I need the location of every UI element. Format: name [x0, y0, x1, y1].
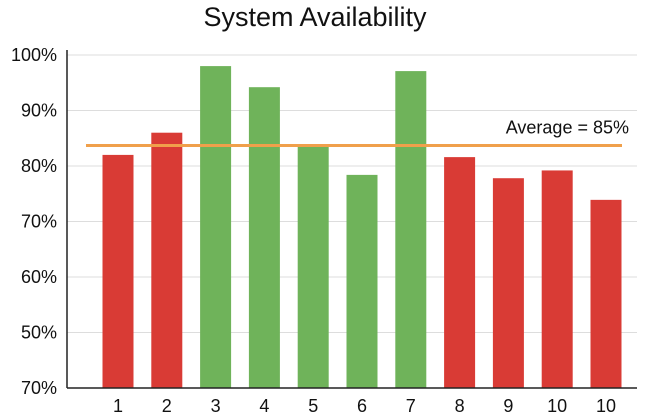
average-line-group: Average = 85% — [86, 117, 629, 147]
x-tick-label: 9 — [503, 396, 513, 416]
bar — [102, 154, 134, 388]
y-tick-label: 50% — [21, 323, 57, 343]
x-tick-label: 2 — [162, 396, 172, 416]
bar — [248, 87, 280, 388]
bar — [151, 132, 183, 388]
chart-title: System Availability — [203, 2, 427, 32]
y-tick-label: 90% — [21, 101, 57, 121]
average-label: Average = 85% — [506, 117, 629, 137]
bars — [102, 66, 622, 388]
y-tick-label: 80% — [21, 156, 57, 176]
y-tick-label: 100% — [11, 45, 57, 65]
y-tick-label: 70% — [21, 378, 57, 398]
bar — [444, 157, 476, 388]
bar — [541, 170, 573, 388]
bar — [590, 199, 622, 388]
x-tick-label: 7 — [406, 396, 416, 416]
x-tick-label: 8 — [455, 396, 465, 416]
bar — [200, 66, 232, 388]
bar — [395, 71, 427, 388]
y-tick-label: 70% — [21, 212, 57, 232]
x-tick-label: 4 — [259, 396, 269, 416]
x-tick-label: 3 — [211, 396, 221, 416]
bar — [346, 174, 378, 388]
x-tick-label: 10 — [596, 396, 616, 416]
x-tick-label: 10 — [547, 396, 567, 416]
x-tick-label: 5 — [308, 396, 318, 416]
x-axis-tick-labels: 1 2 3 4 5 6 7 8 9 10 10 — [113, 396, 616, 416]
y-axis-tick-labels: 100% 90% 80% 70% 60% 50% 70% — [11, 45, 57, 398]
y-tick-label: 60% — [21, 267, 57, 287]
bar — [492, 178, 524, 388]
x-tick-label: 1 — [113, 396, 123, 416]
x-tick-label: 6 — [357, 396, 367, 416]
bar — [297, 145, 329, 388]
